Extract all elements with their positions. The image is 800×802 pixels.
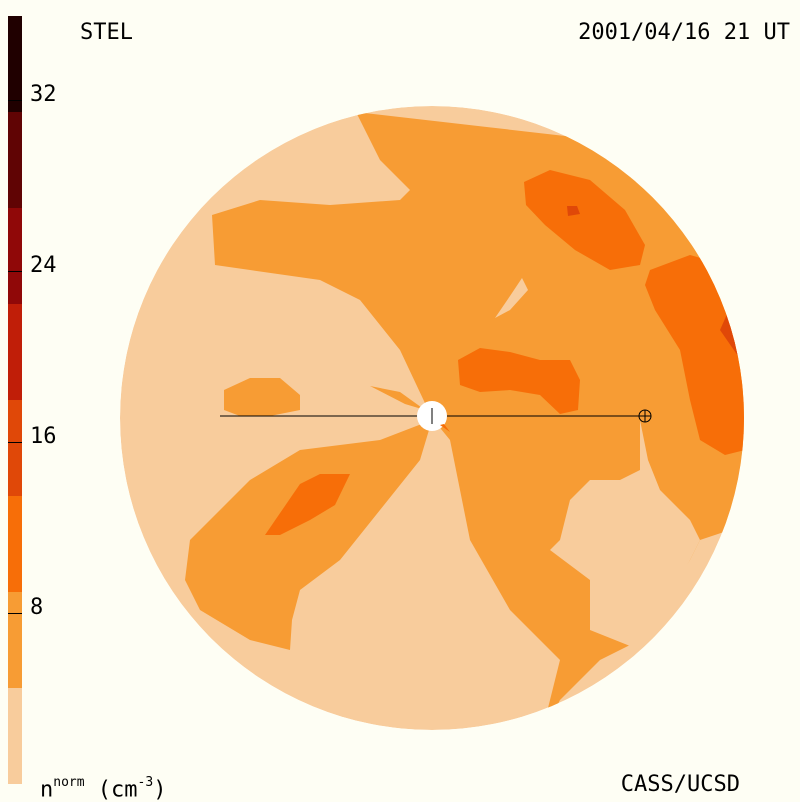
density-colorbar xyxy=(8,16,22,784)
density-region-level-3-lowerleft xyxy=(265,474,350,535)
colorbar-level-7 xyxy=(8,16,22,112)
colorbar-level-1 xyxy=(8,592,22,688)
density-region-light-right xyxy=(550,420,700,650)
observatory-label: STEL xyxy=(80,20,133,45)
density-region-level-4-top xyxy=(567,206,580,216)
colorbar-tick-16 xyxy=(8,442,22,443)
colorbar-label-16: 16 xyxy=(30,424,57,449)
colorbar-tick-24 xyxy=(8,271,22,272)
density-region-level-2-leftblob xyxy=(224,378,300,416)
density-region-level-2-lowerleft xyxy=(185,420,432,650)
colorbar-level-3 xyxy=(8,400,22,496)
density-units-label: nnorm (cm-3) xyxy=(40,775,167,802)
colorbar-level-4 xyxy=(8,304,22,400)
colorbar-tick-8 xyxy=(8,613,22,614)
density-region-level-2-petal xyxy=(370,386,425,410)
colorbar-label-32: 32 xyxy=(30,82,57,107)
colorbar-level-5 xyxy=(8,208,22,304)
density-region-level-3-top xyxy=(524,170,645,270)
colorbar-level-2 xyxy=(8,496,22,592)
colorbar-level-6 xyxy=(8,112,22,208)
date-time-label: 2001/04/16 21 UT xyxy=(578,20,790,45)
density-region-light-sliver xyxy=(495,278,528,318)
colorbar-label-24: 24 xyxy=(30,253,57,278)
colorbar-level-0 xyxy=(8,688,22,784)
sun-flare-mark xyxy=(440,424,450,432)
density-region-level-3-center xyxy=(458,348,580,414)
colorbar-label-8: 8 xyxy=(30,595,44,620)
sun-icon xyxy=(417,401,447,431)
credit-label: CASS/UCSD xyxy=(620,772,740,797)
colorbar-tick-32 xyxy=(8,100,22,101)
earth-icon xyxy=(638,409,652,423)
